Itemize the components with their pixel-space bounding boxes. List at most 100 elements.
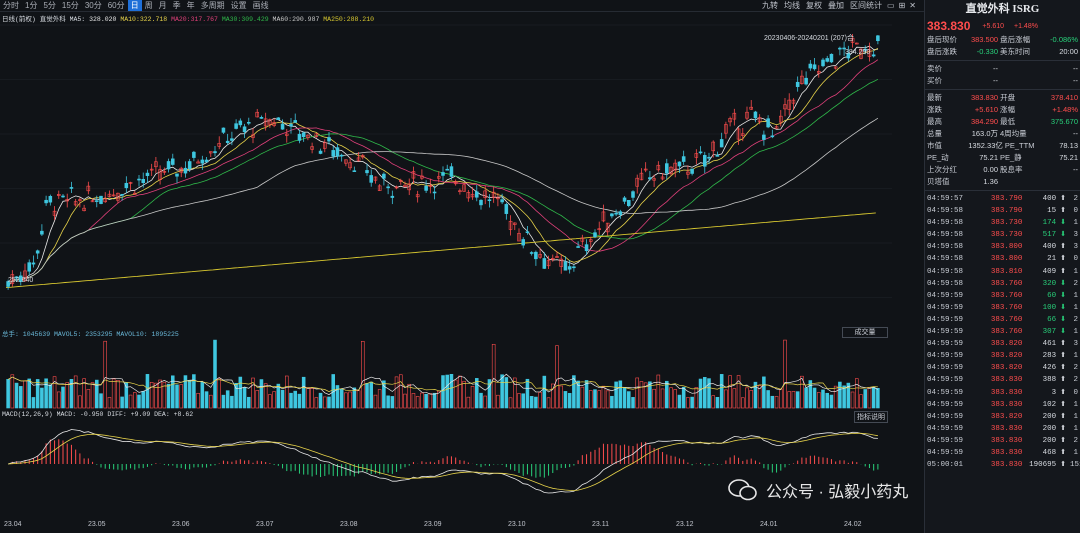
arrow-up-icon: ⬆: [1060, 388, 1067, 397]
tick-row[interactable]: 04:59:58 383.800 21 ⬆ 0: [925, 253, 1080, 265]
candle: [702, 155, 707, 167]
volume-bar: [795, 391, 800, 409]
chart-tool-2[interactable]: 复权: [806, 0, 823, 10]
tick-row[interactable]: 04:59:59 383.760 307 ⬇ 1: [925, 326, 1080, 338]
candle: [424, 185, 428, 191]
chart-tool-4[interactable]: 区间统计: [850, 0, 883, 10]
volume-bar: [825, 392, 830, 409]
period-tab-8[interactable]: 月: [158, 1, 167, 10]
bid-ask-v2: --: [1073, 76, 1078, 85]
after-hours-v: 383.500: [970, 35, 999, 44]
tick-list[interactable]: 04:59:57 383.790 400 ⬆ 2 04:59:58 383.790 15 ⬆ 0 0…: [925, 193, 1080, 471]
tick-n: 2: [1073, 315, 1078, 324]
tick-row[interactable]: 04:59:57 383.790 400 ⬆ 2: [925, 193, 1080, 205]
period-tab-1[interactable]: 1分: [25, 1, 38, 10]
ma5-value: 328.020: [89, 16, 117, 23]
volume-type-button[interactable]: 成交量: [842, 327, 888, 338]
volume-bar: [766, 390, 770, 409]
tick-q: 400: [1042, 195, 1057, 203]
stat-v: 0.00: [983, 165, 998, 174]
period-tab-9[interactable]: 季: [172, 1, 181, 10]
bid-ask-row: 卖价 -- --: [925, 63, 1080, 75]
watermark: 公众号 · 弘毅小药丸: [728, 478, 908, 502]
macd-chart[interactable]: +14.23+0.00-1.78: [0, 420, 892, 518]
candle: [462, 184, 466, 192]
minimize-icon[interactable]: ▭: [887, 1, 895, 10]
candle: [711, 141, 716, 152]
tick-row[interactable]: 04:59:59 383.830 200 ⬆ 1: [925, 423, 1080, 435]
volume-legend: 总手: 1045639 MAVOL5: 2353295 MAVOL10: 189…: [2, 331, 179, 338]
period-tab-3[interactable]: 15分: [61, 1, 79, 10]
period-tab-11[interactable]: 多周期: [200, 1, 225, 10]
volume-bar: [605, 390, 610, 409]
tick-row[interactable]: 04:59:58 383.730 174 ⬇ 1: [925, 217, 1080, 229]
volume-bar: [187, 379, 192, 409]
tick-row[interactable]: 04:59:59 383.760 60 ⬇ 1: [925, 290, 1080, 302]
chart-tool-0[interactable]: 九转: [762, 0, 779, 10]
candle: [715, 155, 720, 157]
candle: [61, 195, 65, 198]
maximize-icon[interactable]: ⊞: [898, 1, 906, 10]
tick-row[interactable]: 04:59:59 383.820 426 ⬆ 2: [925, 362, 1080, 374]
candle: [846, 52, 851, 59]
period-tab-2[interactable]: 5分: [43, 1, 56, 10]
tick-q: 15: [1047, 207, 1057, 216]
candle: [56, 194, 61, 196]
candle: [546, 260, 551, 267]
period-tab-10[interactable]: 年: [186, 1, 195, 10]
tick-t: 04:59:59: [927, 328, 964, 337]
tick-row[interactable]: 04:59:58 383.790 15 ⬆ 0: [925, 205, 1080, 217]
chart-tool-1[interactable]: 均线: [784, 0, 801, 10]
date-tick: 23.04: [4, 521, 22, 528]
volume-bar: [462, 380, 466, 409]
candle: [344, 159, 348, 164]
period-tab-12[interactable]: 设置: [230, 1, 247, 10]
tick-row[interactable]: 04:59:58 383.760 320 ⬇ 2: [925, 278, 1080, 290]
candle: [10, 274, 15, 284]
tick-row[interactable]: 04:59:59 383.830 3 ⬆ 0: [925, 387, 1080, 399]
candle: [111, 194, 116, 197]
tick-row[interactable]: 04:59:59 383.830 468 ⬆ 1: [925, 447, 1080, 459]
candle: [453, 181, 458, 185]
tick-row[interactable]: 04:59:59 383.820 200 ⬆ 1: [925, 411, 1080, 423]
candle: [643, 168, 648, 171]
period-tab-0[interactable]: 分时: [3, 1, 19, 10]
chart-tool-3[interactable]: 叠加: [828, 0, 845, 10]
tick-row[interactable]: 04:59:58 383.800 400 ⬆ 3: [925, 241, 1080, 253]
volume-bar: [618, 380, 623, 409]
candle: [335, 147, 340, 157]
tick-row[interactable]: 04:59:59 383.760 100 ⬇ 1: [925, 302, 1080, 314]
candlestick-chart[interactable]: 392.477364.721336.166308.611280.056252.5…: [0, 20, 892, 326]
tick-row[interactable]: 04:59:59 383.830 200 ⬆ 2: [925, 435, 1080, 447]
tick-row[interactable]: 04:59:58 383.810 409 ⬆ 1: [925, 266, 1080, 278]
period-tab-13[interactable]: 画线: [252, 1, 269, 10]
candle: [588, 239, 593, 242]
indicator-help-button[interactable]: 指标说明: [854, 411, 888, 423]
close-icon[interactable]: ✕: [909, 1, 916, 10]
tick-n: 3: [1073, 340, 1078, 349]
period-tab-4[interactable]: 30分: [84, 1, 102, 10]
tick-row[interactable]: 04:59:59 383.830 102 ⬆ 1: [925, 399, 1080, 411]
tick-row[interactable]: 04:59:59 383.820 461 ⬆ 3: [925, 338, 1080, 350]
tick-row[interactable]: 05:00:01 383.830 190695⬆ 151: [925, 459, 1080, 471]
tick-row[interactable]: 04:59:59 383.830 388 ⬆ 2: [925, 374, 1080, 386]
ma250-label: MA250:: [323, 16, 347, 23]
volume-bar: [474, 378, 479, 409]
period-tab-6[interactable]: 日: [127, 0, 142, 11]
tick-row[interactable]: 04:59:59 383.760 66 ⬇ 2: [925, 314, 1080, 326]
period-tab-7[interactable]: 周: [144, 1, 153, 10]
ma250-value: 288.210: [346, 16, 374, 23]
after-hours-k2: 美东时间: [1000, 47, 1030, 56]
period-tab-5[interactable]: 60分: [107, 1, 125, 10]
tick-row[interactable]: 04:59:58 383.730 517 ⬇ 3: [925, 229, 1080, 241]
tick-row[interactable]: 04:59:59 383.820 283 ⬆ 1: [925, 350, 1080, 362]
candle: [360, 155, 365, 158]
volume-bar: [65, 382, 70, 409]
volume-chart[interactable]: 99384519万100: [0, 338, 892, 410]
wechat-icon: [728, 479, 757, 501]
volume-bar: [593, 389, 597, 409]
tick-q: 60: [1047, 291, 1057, 300]
tick-q: 409: [1042, 267, 1057, 276]
candle: [580, 237, 585, 242]
tick-n: 2: [1073, 376, 1078, 385]
